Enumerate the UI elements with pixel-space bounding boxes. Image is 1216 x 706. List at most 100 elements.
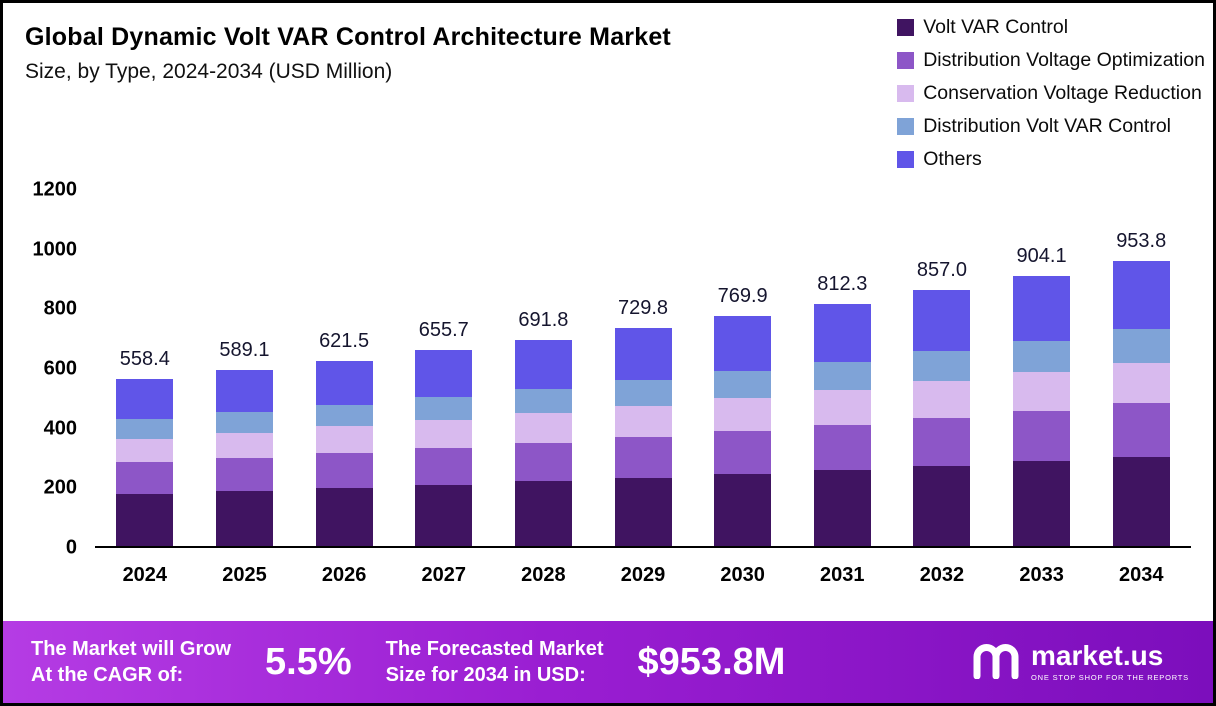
legend-swatch [897, 151, 915, 168]
bar-total-label: 558.4 [119, 348, 170, 371]
bar-segment [1013, 372, 1071, 411]
cagr-label: The Market will Grow At the CAGR of: [31, 636, 231, 688]
bar-segment [913, 351, 971, 382]
y-axis: 0 200 400 600 800 1000 1200 [3, 179, 83, 559]
cagr-label-line2: At the CAGR of: [31, 664, 184, 686]
bar-segment [1112, 456, 1170, 546]
bar-segment [315, 453, 373, 488]
bar-segment [514, 412, 572, 443]
bar-total-label: 857.0 [916, 259, 967, 282]
bar-segment [215, 432, 273, 458]
y-tick-label: 800 [43, 297, 77, 320]
bar-column: 621.5 [294, 190, 394, 546]
x-tick-label: 2026 [321, 564, 367, 586]
legend-label: Conservation Voltage Reduction [923, 82, 1202, 104]
bar-segment [514, 388, 572, 413]
brand-text: market.us ONE STOP SHOP FOR THE REPORTS [1031, 640, 1189, 683]
bar-segment [813, 303, 871, 362]
bar-segment [514, 442, 572, 482]
bar-segment [1112, 329, 1170, 363]
bar-segment [614, 380, 672, 406]
bar-segment [415, 447, 473, 485]
footer-banner: The Market will Grow At the CAGR of: 5.5… [3, 621, 1213, 703]
bar-segment [415, 397, 473, 420]
bar-total-label: 589.1 [219, 339, 270, 362]
x-tick-label: 2025 [222, 564, 267, 586]
bar-segment [315, 426, 373, 454]
stacked-bar [215, 370, 273, 546]
legend-item: Volt VAR Control [897, 16, 1205, 39]
y-tick-label: 200 [43, 476, 77, 499]
bar-segment [116, 462, 174, 494]
bar-segment [215, 412, 273, 433]
chart-subtitle: Size, by Type, 2024-2034 (USD Million) [25, 60, 393, 83]
cagr-value: 5.5% [265, 640, 352, 683]
bar-segment [614, 405, 672, 437]
stacked-bar [514, 339, 572, 546]
bar-column: 655.7 [394, 190, 494, 546]
marketus-logo-icon [972, 641, 1020, 684]
x-tick-label: 2030 [720, 564, 765, 586]
bar-segment [813, 470, 871, 546]
legend-label: Distribution Voltage Optimization [923, 49, 1205, 71]
bar-segment [215, 457, 273, 491]
bar-segment [913, 417, 971, 466]
stacked-bar [315, 360, 373, 546]
bar-segment [714, 316, 772, 372]
y-tick-label: 400 [43, 417, 77, 440]
bar-segment [116, 493, 174, 546]
brand-name: market.us [1031, 640, 1164, 671]
x-tick-label: 2034 [1118, 564, 1164, 586]
legend-swatch [897, 85, 915, 102]
bar-segment [813, 361, 871, 390]
bar-segment [614, 436, 672, 478]
legend-item: Distribution Voltage Optimization [897, 49, 1205, 72]
bar-segment [116, 438, 174, 463]
bar-segment [1112, 261, 1170, 330]
bar-segment [116, 419, 174, 439]
forecast-label: The Forecasted Market Size for 2034 in U… [386, 636, 604, 688]
bar-segment [514, 339, 572, 389]
cagr-label-line1: The Market will Grow [31, 638, 232, 660]
bar-column: 953.8 [1091, 190, 1191, 546]
bar-column: 857.0 [892, 190, 992, 546]
bar-segment [315, 360, 373, 405]
bar-segment [1013, 461, 1071, 546]
x-tick-label: 2029 [620, 564, 666, 586]
brand-tagline: ONE STOP SHOP FOR THE REPORTS [1031, 673, 1189, 682]
bar-segment [514, 481, 572, 546]
legend-swatch [897, 19, 915, 36]
stacked-bar [913, 290, 971, 546]
legend-item: Others [897, 148, 1205, 171]
bar-total-label: 655.7 [418, 319, 469, 342]
legend-swatch [897, 52, 915, 69]
bar-column: 812.3 [792, 190, 892, 546]
legend-item: Conservation Voltage Reduction [897, 82, 1205, 105]
bar-segment [415, 350, 473, 398]
bar-segment [913, 381, 971, 418]
forecast-label-line1: The Forecasted Market [385, 638, 604, 660]
bar-total-label: 953.8 [1116, 230, 1167, 253]
bar-segment [1013, 410, 1071, 462]
legend-label: Others [923, 148, 982, 170]
bar-total-label: 904.1 [1016, 245, 1067, 268]
bar-segment [913, 465, 971, 546]
forecast-label-line2: Size for 2034 in USD: [385, 664, 586, 686]
legend-item: Distribution Volt VAR Control [897, 115, 1205, 138]
x-tick-label: 2027 [421, 564, 466, 586]
legend-label: Distribution Volt VAR Control [923, 115, 1172, 137]
bar-segment [1112, 403, 1170, 457]
x-tick-label: 2031 [820, 564, 865, 586]
bar-column: 904.1 [992, 190, 1092, 546]
chart-title: Global Dynamic Volt VAR Control Architec… [25, 23, 671, 51]
bar-segment [614, 328, 672, 381]
legend-swatch [897, 118, 915, 135]
plot-area: 558.4 589.1 621.5 655.7 691.8 729.8 769.9 812.3… [95, 190, 1191, 548]
stacked-bar [1112, 261, 1170, 546]
x-tick-label: 2028 [521, 564, 566, 586]
bar-segment [714, 397, 772, 431]
stacked-bar [813, 303, 871, 546]
bar-total-label: 729.8 [617, 297, 669, 320]
stacked-bar [714, 316, 772, 546]
